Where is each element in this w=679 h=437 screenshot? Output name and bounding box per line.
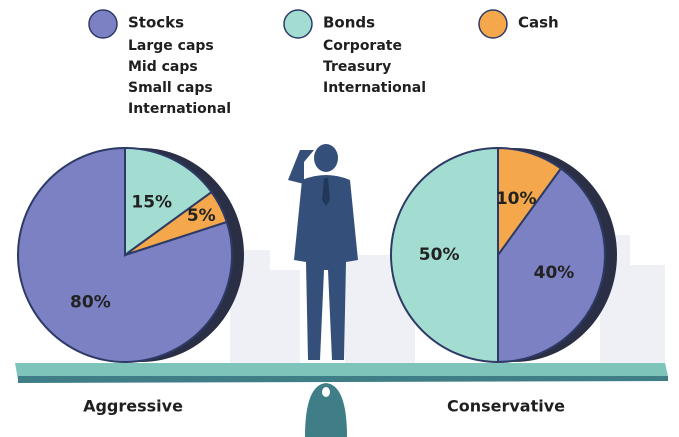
legend-item: Treasury <box>323 59 391 75</box>
legend-swatch <box>89 10 117 38</box>
slice-label: 15% <box>131 193 172 213</box>
slice-label: 5% <box>187 206 216 226</box>
legend-item: Large caps <box>128 38 214 54</box>
slice-label: 40% <box>534 263 575 283</box>
pie-title: Conservative <box>447 397 565 416</box>
pie-title: Aggressive <box>83 397 183 416</box>
legend-swatch <box>284 10 312 38</box>
legend-label: Bonds <box>323 14 375 32</box>
slice-label: 50% <box>419 245 460 265</box>
slice-label: 10% <box>496 189 537 209</box>
slice-label: 80% <box>70 293 111 313</box>
legend-label: Stocks <box>128 14 184 32</box>
infographic: 80%15%5%Aggressive40%50%10%Conservative … <box>0 0 679 437</box>
legend-item: Small caps <box>128 80 213 96</box>
legend-swatch <box>479 10 507 38</box>
legend-item: International <box>323 80 426 96</box>
fulcrum-hole <box>322 387 330 397</box>
legend-item: Corporate <box>323 38 402 54</box>
legend-item: Mid caps <box>128 59 198 75</box>
legend-item: International <box>128 101 231 117</box>
legend-label: Cash <box>518 14 559 32</box>
plank-edge <box>18 376 668 383</box>
